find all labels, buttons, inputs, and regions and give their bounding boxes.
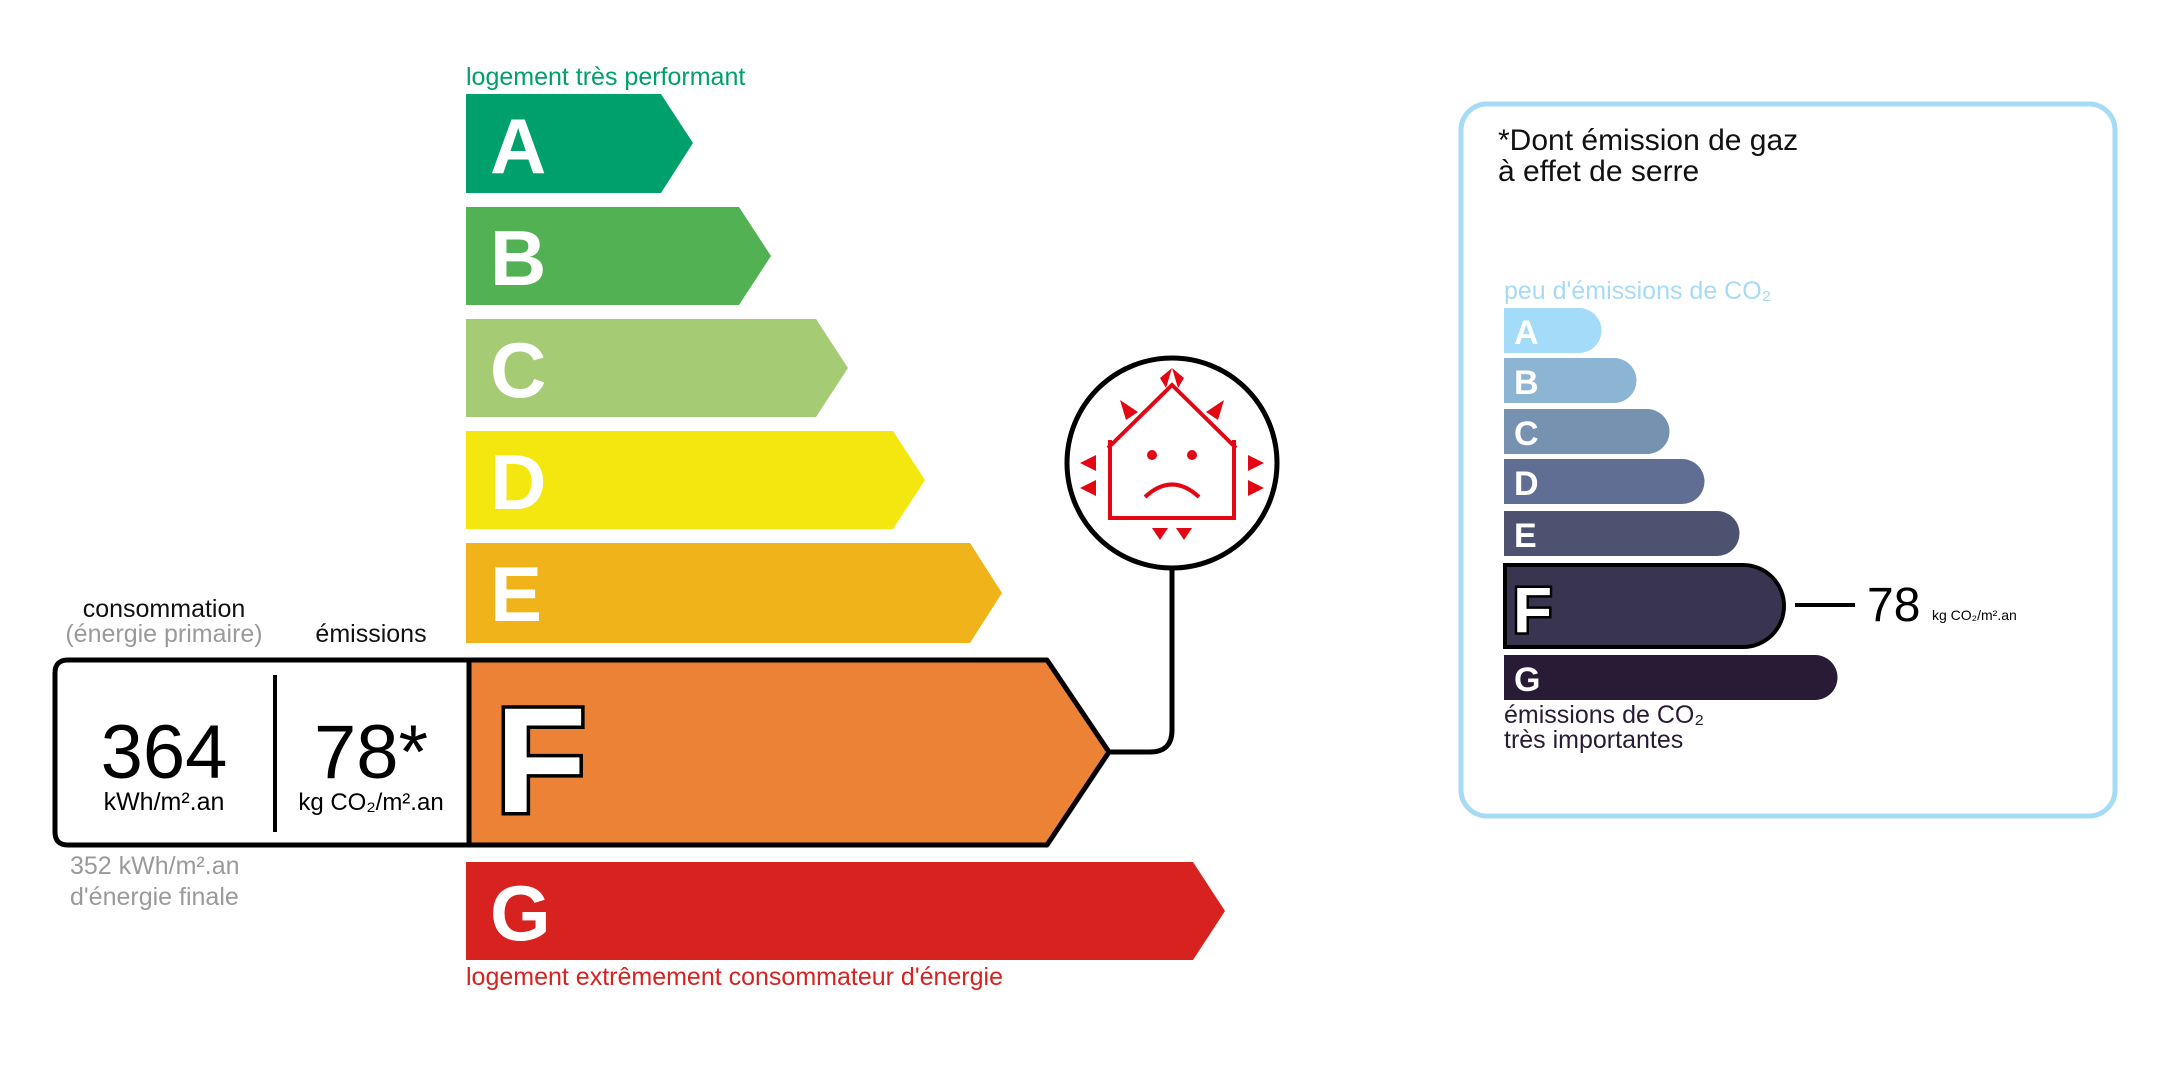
final-energy-label: d'énergie finale xyxy=(70,883,239,911)
consumption-value: 364 xyxy=(101,710,228,795)
ges-bottom-label-line2: très importantes xyxy=(1504,726,1683,754)
energy-letter-c: C xyxy=(490,326,546,414)
ges-bar-b: B xyxy=(1504,358,1637,403)
ges-letter-c: C xyxy=(1514,415,1539,453)
energy-letter-e: E xyxy=(490,550,542,638)
consumption-sublabel: (énergie primaire) xyxy=(65,620,262,648)
energy-bar-f-current: F xyxy=(52,657,1112,848)
ges-bar-d: D xyxy=(1504,459,1705,504)
ges-letter-b: B xyxy=(1514,364,1539,402)
icon-connector xyxy=(1109,568,1175,755)
energy-bar-b: B xyxy=(466,207,771,305)
energy-bar-d: D xyxy=(466,431,925,529)
energy-bottom-label: logement extrêmement consommateur d'éner… xyxy=(466,963,1003,991)
consumption-label: consommation xyxy=(83,595,246,623)
energy-letter-b: B xyxy=(490,214,546,302)
ges-bar-a: A xyxy=(1504,308,1602,353)
ges-bar-g: G xyxy=(1504,655,1838,700)
emissions-label: émissions xyxy=(315,620,426,648)
ges-unit: kg CO₂/m².an xyxy=(1932,607,2017,623)
ges-bottom-label-line1: émissions de CO₂ xyxy=(1504,701,1704,729)
ges-value: 78 xyxy=(1867,579,1920,632)
ges-letter-f: F xyxy=(1513,574,1552,646)
ges-letter-d: D xyxy=(1514,465,1539,503)
emissions-value: 78* xyxy=(314,710,428,795)
ges-letter-a: A xyxy=(1514,314,1539,352)
energy-bar-a: A xyxy=(466,94,693,193)
ges-bar-f-current: F xyxy=(1503,563,1786,649)
ges-letter-e: E xyxy=(1514,517,1537,555)
final-energy-value: 352 kWh/m².an xyxy=(70,852,240,880)
ges-bar-e: E xyxy=(1504,511,1740,556)
ges-top-label: peu d'émissions de CO₂ xyxy=(1504,277,1771,305)
ges-letter-g: G xyxy=(1514,661,1540,699)
consumption-unit: kWh/m².an xyxy=(104,788,225,816)
energy-bar-c: C xyxy=(466,319,848,417)
energy-letter-g: G xyxy=(490,869,551,957)
energy-top-label: logement très performant xyxy=(466,63,745,91)
house-heat-loss-sad-icon xyxy=(1064,355,1280,571)
ges-bar-c: C xyxy=(1504,409,1670,454)
energy-bar-e: E xyxy=(466,543,1002,643)
energy-bar-g: G xyxy=(466,862,1225,960)
ges-title-line2: à effet de serre xyxy=(1498,155,1699,188)
energy-letter-a: A xyxy=(490,102,546,190)
emissions-unit: kg CO₂/m².an xyxy=(298,789,443,816)
ges-title-line1: *Dont émission de gaz xyxy=(1498,124,1798,157)
energy-letter-d: D xyxy=(490,438,546,526)
energy-letter-f: F xyxy=(495,676,587,844)
